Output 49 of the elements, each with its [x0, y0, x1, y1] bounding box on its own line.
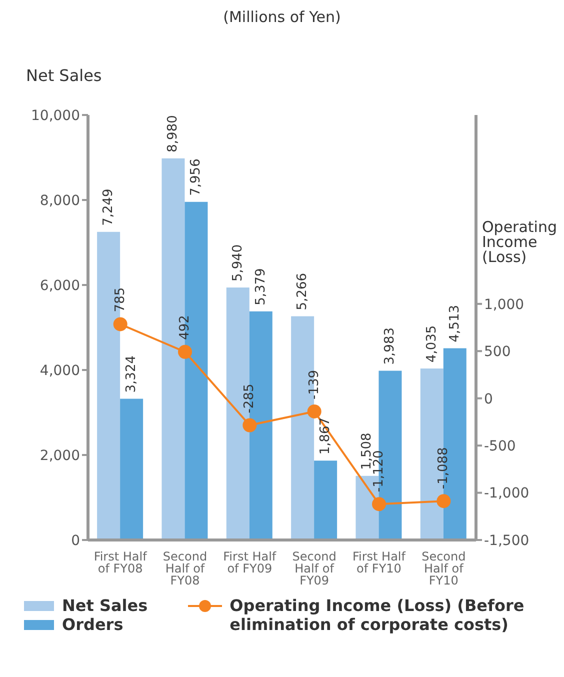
y-tick-label: 2,000 — [40, 448, 80, 464]
data-label: 7,956 — [188, 158, 204, 196]
y2-tick-label: -500 — [484, 438, 516, 455]
y-axis-title: Net Sales — [26, 66, 102, 85]
y2-tick-label: 1,000 — [484, 296, 524, 313]
point — [372, 497, 386, 512]
data-label: -1,088 — [436, 447, 452, 490]
y-tick-label: 6,000 — [40, 278, 80, 294]
bar — [120, 398, 144, 540]
data-label: 492 — [178, 315, 192, 340]
data-label: 3,324 — [124, 356, 140, 393]
data-label: 3,983 — [382, 328, 398, 365]
legend-label: Orders — [61, 615, 124, 634]
bar — [314, 460, 338, 540]
x-tick-label: First Half of FY09 — [223, 550, 277, 576]
x-tick-label: Second Half of FY09 — [292, 550, 336, 588]
y2-tick-label: 500 — [484, 344, 511, 360]
data-label: 785 — [112, 287, 128, 312]
data-label: 5,379 — [253, 268, 268, 306]
x-tick-label: Second Half of FY10 — [422, 550, 466, 588]
data-label: 7,249 — [101, 188, 116, 226]
point — [307, 404, 322, 418]
data-label: -285 — [242, 384, 258, 414]
y-tick-label: 10,000 — [31, 108, 80, 124]
y2-tick-label: -1,500 — [484, 532, 530, 549]
data-label: -1,120 — [372, 450, 386, 492]
y2-axis-title: Operating Income (Loss) — [482, 218, 557, 266]
y2-tick-label: 0 — [484, 391, 493, 408]
point — [113, 317, 128, 332]
point — [436, 494, 451, 508]
data-label: 4,035 — [424, 325, 440, 363]
y-tick-label: 0 — [71, 532, 80, 549]
legend-label: Operating Income (Loss) (Before elimination of corporate costs) — [230, 596, 526, 634]
data-label: 5,266 — [295, 272, 310, 310]
legend-label: Net Sales — [61, 596, 148, 615]
x-tick-label: Second Half of FY08 — [162, 550, 208, 588]
y-tick-label: 4,000 — [40, 362, 80, 379]
data-label: 4,513 — [447, 304, 462, 342]
point — [178, 344, 192, 359]
x-tick-label: First Half of FY10 — [352, 550, 406, 576]
y-tick-label: 8,000 — [40, 192, 80, 209]
y2-tick-label: -1,000 — [484, 486, 530, 502]
chart-title: (Millions of Yen) — [222, 8, 342, 26]
data-label: 8,980 — [166, 115, 181, 152]
x-tick-label: First Half of FY08 — [94, 550, 148, 576]
data-label: -139 — [306, 370, 322, 400]
point — [242, 418, 257, 432]
data-label: 1,867 — [318, 417, 334, 455]
data-label: 5,940 — [230, 244, 246, 282]
